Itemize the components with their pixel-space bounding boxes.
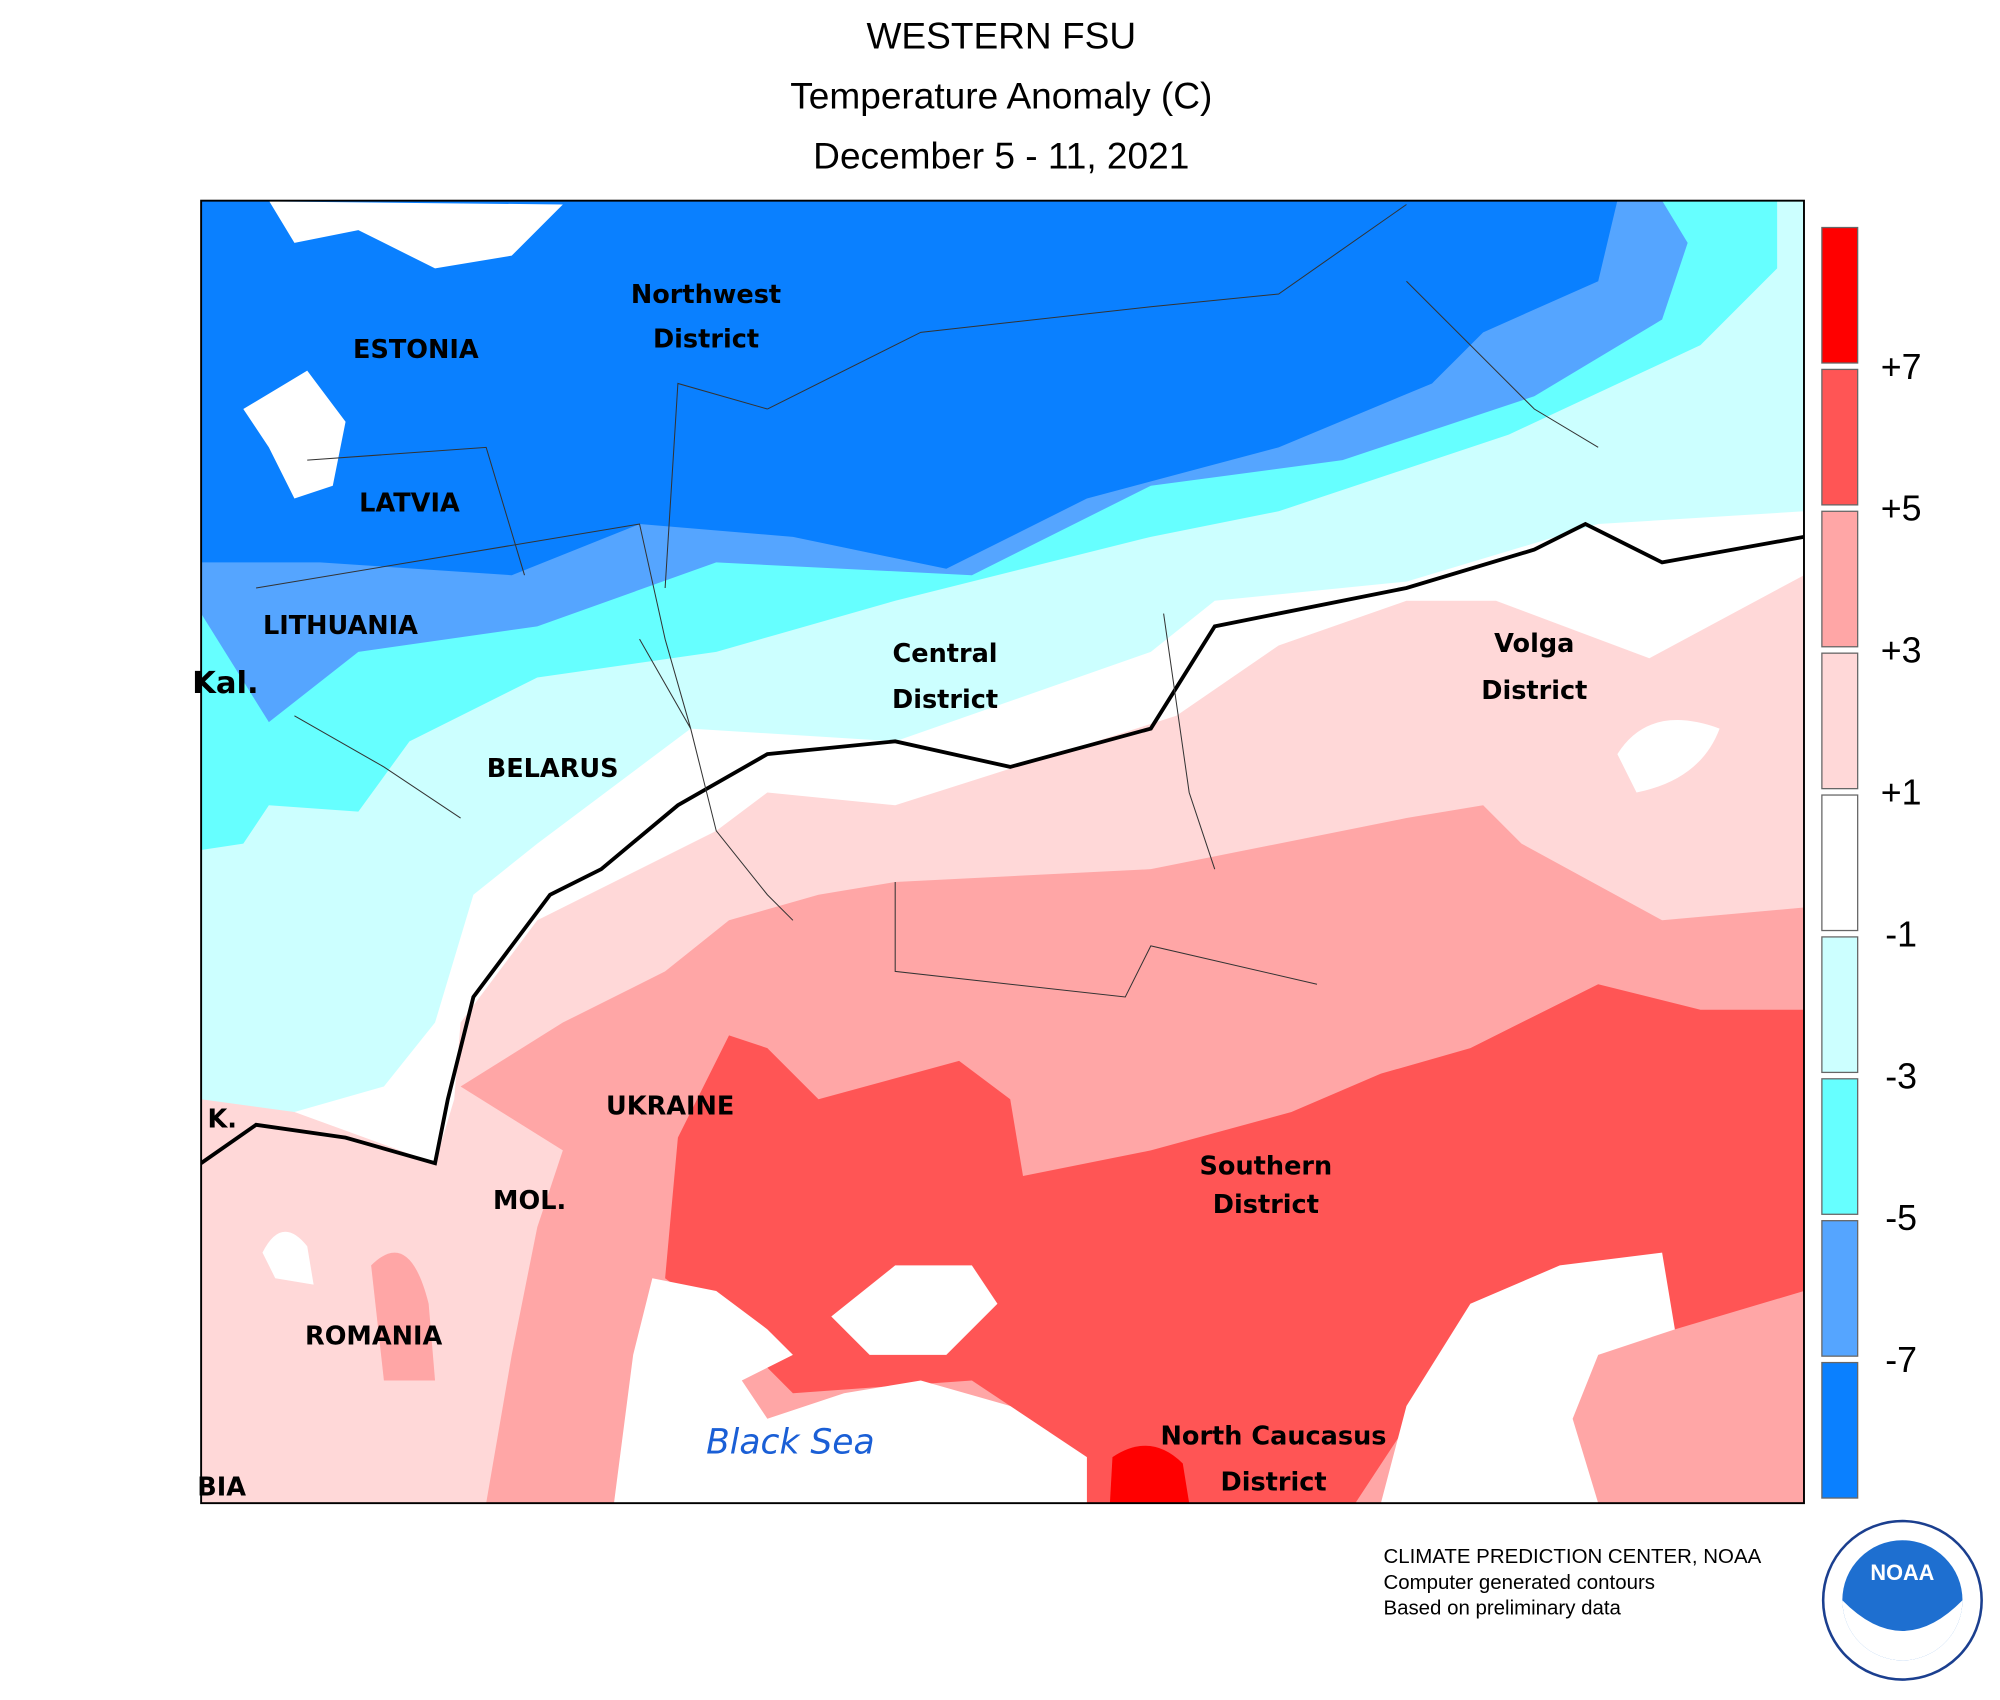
label: District [892,685,998,715]
label: Volga [1494,629,1574,659]
legend-label: -5 [1885,1198,1917,1238]
legend-label: -1 [1885,914,1917,954]
label: MOL. [493,1186,566,1216]
legend-swatch [1821,510,1859,648]
label: District [1213,1190,1319,1220]
black-sea [613,1278,1087,1504]
label: District [1220,1467,1326,1497]
label: LITHUANIA [263,611,418,641]
label: LATVIA [359,488,460,518]
legend-swatch [1821,226,1859,364]
label: Kal. [192,666,259,701]
zero-contour [201,521,1804,1166]
legend: +7 +5 +3 +1 -1 -3 -5 -7 [1821,226,1922,1499]
legend-label: +3 [1881,631,1922,671]
label: District [1481,676,1587,706]
map-frame [200,199,1805,1505]
label: Southern [1200,1152,1333,1182]
label: K. [208,1104,238,1134]
band [201,200,1618,576]
caspian-sea [1380,1252,1675,1504]
map [201,200,1804,1504]
legend-swatch [1821,1220,1859,1357]
legend-swatch [1821,794,1859,932]
label: North Caucasus [1161,1421,1387,1451]
legend-swatch [1821,368,1859,506]
legend-swatch [1821,652,1859,790]
noaa-logo: NOAA [1821,1519,1983,1681]
legend-label: +5 [1881,489,1922,529]
logo-text: NOAA [1870,1560,1934,1585]
label: ESTONIA [353,335,479,365]
label: District [653,325,759,355]
band [1109,1445,1190,1504]
legend-label: -7 [1885,1340,1917,1380]
legend-label: +7 [1881,347,1922,387]
label: BELARUS [487,754,619,784]
label: Black Sea [706,1422,875,1462]
legend-label: +1 [1881,772,1922,812]
map-labels: Northwest District ESTONIA LATVIA LITHUA… [192,280,1587,1503]
band [371,1252,436,1381]
legend-swatch [1821,1078,1859,1215]
legend-swatch [1821,1361,1859,1499]
band [665,984,1804,1504]
label: Central [892,639,997,669]
legend-label: -3 [1885,1056,1917,1096]
footer-line: CLIMATE PREDICTION CENTER, NOAA [1383,1545,1761,1568]
border [256,204,1599,998]
label: BIA [197,1472,246,1502]
footer-line: Computer generated contours [1383,1571,1655,1594]
label: ROMANIA [305,1322,442,1352]
footer-line: Based on preliminary data [1383,1596,1621,1619]
sea-of-azov [831,1265,998,1355]
subtitle: Temperature Anomaly (C) [790,75,1212,117]
title: WESTERN FSU [866,15,1136,57]
legend-swatch [1821,936,1859,1074]
label: UKRAINE [606,1092,734,1122]
label: Northwest [631,280,781,310]
dates: December 5 - 11, 2021 [813,135,1189,177]
